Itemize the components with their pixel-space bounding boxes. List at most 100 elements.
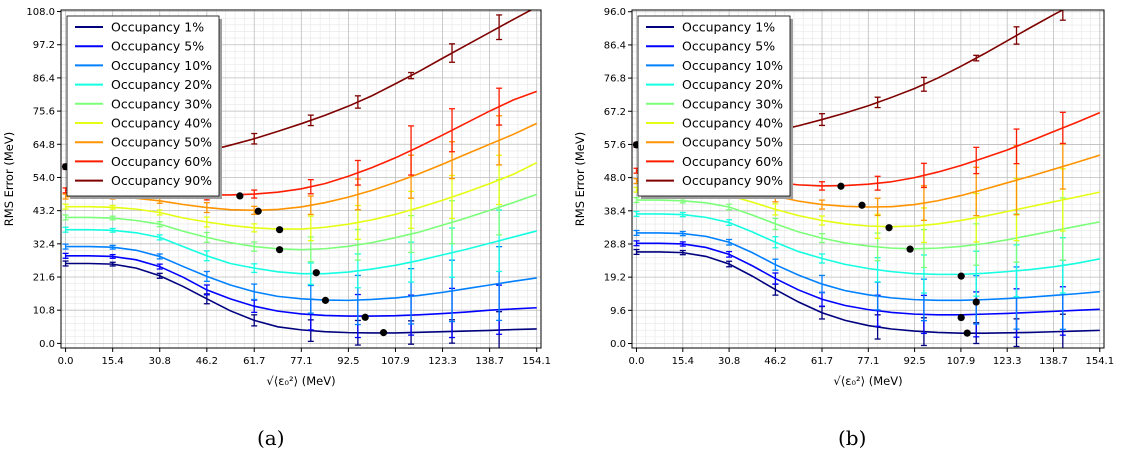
- chart-b-error-bar: [726, 203, 733, 211]
- chart-a-x-axis-label: √⟨ε₀²⟩ (MeV): [266, 374, 335, 388]
- chart-a-error-bar: [203, 216, 210, 228]
- chart-a-legend-label-7: Occupancy 50%: [111, 135, 212, 150]
- chart-a-error-bar: [307, 262, 314, 286]
- chart-b-error-bar: [772, 258, 779, 271]
- chart-a-error-bar: [62, 226, 69, 233]
- chart-b-error-bar: [633, 240, 640, 247]
- chart-a-y-tick-label: 75.6: [33, 107, 55, 118]
- chart-a-x-tick-label: 30.8: [149, 356, 171, 367]
- chart-a-error-bar: [156, 272, 163, 279]
- chart-b-y-tick-label: 38.4: [604, 206, 626, 217]
- chart-a-x-tick-label: 77.1: [290, 356, 312, 367]
- chart-a-optimum-marker-1: [379, 329, 388, 337]
- chart-a-error-bar: [251, 223, 258, 233]
- chart-a-error-bar: [62, 214, 69, 221]
- chart-b-optimum-marker-5: [906, 245, 914, 253]
- chart-a-optimum-marker-8: [236, 192, 244, 200]
- chart-b-error-bar: [973, 54, 980, 62]
- chart-a-legend-label-8: Occupancy 60%: [111, 154, 212, 169]
- chart-b-x-tick-label: 0.0: [629, 356, 645, 367]
- chart-a-series-line-4: [65, 228, 537, 275]
- chart-b-series-line-4: [636, 213, 1100, 276]
- chart-b-x-tick-label: 61.7: [811, 356, 833, 367]
- chart-b-series-line-5: [636, 199, 1100, 250]
- chart-b-error-bar: [973, 146, 980, 175]
- chart-b-error-bar: [633, 210, 640, 217]
- chart-b-error-bar: [819, 199, 826, 210]
- chart-a-y-tick-label: 54.0: [33, 173, 55, 184]
- chart-b-y-tick-label: 96.0: [604, 7, 626, 18]
- chart-a-y-tick-label: 32.4: [33, 239, 55, 250]
- chart-b-legend-label-3: Occupancy 10%: [682, 58, 783, 73]
- chart-a-error-bar: [156, 234, 163, 241]
- chart-a-error-bar: [251, 205, 258, 215]
- chart-b-error-bar: [633, 248, 640, 255]
- chart-a-error-bar: [203, 284, 210, 296]
- chart-a: 0.0 15.4 30.8 46.2 61.7 77.1 92.5 107.9 123.3 138…: [2, 7, 551, 388]
- chart-a-optimum-marker-4: [312, 269, 320, 277]
- chart-a-error-bar: [109, 261, 116, 267]
- chart-b-series-line-2: [636, 242, 1100, 316]
- chart-a-x-tick-label: 92.5: [337, 356, 359, 367]
- chart-a-error-bar: [62, 203, 69, 210]
- chart-b-y-tick-label: 57.6: [604, 140, 626, 151]
- chart-a-y-tick-label: 108.0: [26, 7, 55, 18]
- chart-a-error-bar: [307, 114, 314, 127]
- chart-a-error-bar: [251, 314, 258, 327]
- chart-a-error-bar: [307, 284, 314, 314]
- chart-a-error-bar: [203, 250, 210, 262]
- chart-a-error-bar: [156, 221, 163, 228]
- chart-b-x-tick-label: 138.7: [1039, 356, 1068, 367]
- chart-b-y-tick-label: 76.8: [604, 74, 626, 85]
- chart-b-x-tick-label: 154.1: [1085, 356, 1114, 367]
- chart-a-error-bar: [449, 108, 456, 153]
- chart-b-y-tick-label: 48.0: [604, 173, 626, 184]
- caption-b: (b): [838, 426, 867, 450]
- chart-a-y-tick-label: 97.2: [33, 40, 55, 51]
- chart-b-error-bar: [920, 76, 927, 92]
- chart-b-legend-label-7: Occupancy 50%: [682, 135, 783, 150]
- chart-b-error-bar: [679, 241, 686, 247]
- chart-b: 0.0 15.4 30.8 46.2 61.7 77.1 92.5 107.9 123.3 138…: [573, 7, 1114, 388]
- chart-a-legend: Occupancy 1% Occupancy 5% Occupancy 10% Occ…: [66, 15, 220, 197]
- chart-a-y-tick-label: 10.8: [33, 306, 55, 317]
- chart-b-y-tick-label: 67.2: [604, 107, 626, 118]
- chart-b-error-bar: [772, 203, 779, 216]
- chart-b-x-tick-label: 30.8: [718, 356, 740, 367]
- chart-b-y-tick-label: 0.0: [610, 339, 626, 350]
- chart-a-error-bar: [251, 132, 258, 145]
- chart-b-error-bar: [874, 175, 881, 191]
- chart-b-error-bar: [679, 230, 686, 237]
- chart-a-error-bar: [203, 270, 210, 282]
- chart-a-x-tick-label: 0.0: [58, 356, 74, 367]
- chart-a-error-bar: [307, 179, 314, 195]
- chart-b-error-bar: [726, 219, 733, 226]
- chart-a-legend-label-9: Occupancy 90%: [111, 173, 212, 188]
- chart-b-x-tick-label: 107.9: [947, 356, 976, 367]
- chart-b-error-bar: [819, 181, 826, 191]
- chart-b-error-bar: [819, 274, 826, 294]
- chart-b-error-bar: [920, 162, 927, 189]
- chart-a-legend-label-2: Occupancy 5%: [111, 39, 204, 54]
- chart-b-optimum-marker-3: [972, 298, 980, 306]
- chart-b-error-bar: [726, 250, 733, 258]
- chart-b-legend-label-9: Occupancy 90%: [682, 173, 783, 188]
- chart-a-error-bar: [156, 253, 163, 260]
- chart-b-error-bar: [772, 283, 779, 296]
- chart-a-series-line-2: [65, 255, 537, 317]
- chart-b-y-tick-label: 86.4: [604, 40, 626, 51]
- chart-b-error-bar: [1059, 111, 1066, 145]
- chart-b-error-bar: [819, 253, 826, 264]
- chart-a-error-bar: [109, 204, 116, 210]
- chart-a-series-line-5: [65, 193, 537, 251]
- chart-a-error-bar: [251, 263, 258, 274]
- chart-b-legend-label-2: Occupancy 5%: [682, 39, 775, 54]
- chart-a-error-bar: [251, 189, 258, 199]
- chart-a-error-bar: [109, 244, 116, 250]
- chart-b-optimum-marker-6: [885, 224, 893, 232]
- chart-b-optimum-marker-7: [858, 201, 866, 209]
- chart-b-y-tick-label: 9.6: [610, 306, 626, 317]
- chart-a-x-tick-label: 138.7: [475, 356, 504, 367]
- chart-b-x-tick-label: 123.3: [993, 356, 1022, 367]
- chart-a-optimum-marker-6: [275, 226, 284, 234]
